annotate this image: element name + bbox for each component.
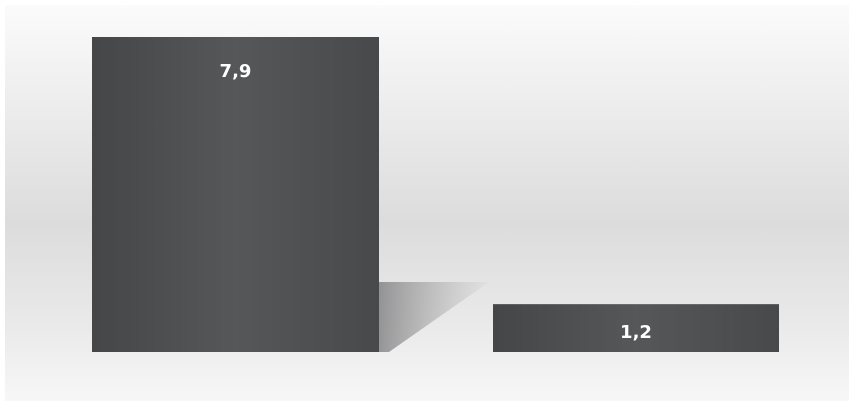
- bar-shadows: [379, 282, 489, 352]
- data-label: 7,9: [220, 61, 252, 82]
- bar: [92, 37, 379, 352]
- data-label: 1,2: [620, 322, 652, 343]
- bar-shadow: [379, 282, 489, 352]
- bars-group: [92, 37, 779, 352]
- data-labels-group: 7,9 1,2: [220, 61, 652, 343]
- bar: [493, 304, 779, 352]
